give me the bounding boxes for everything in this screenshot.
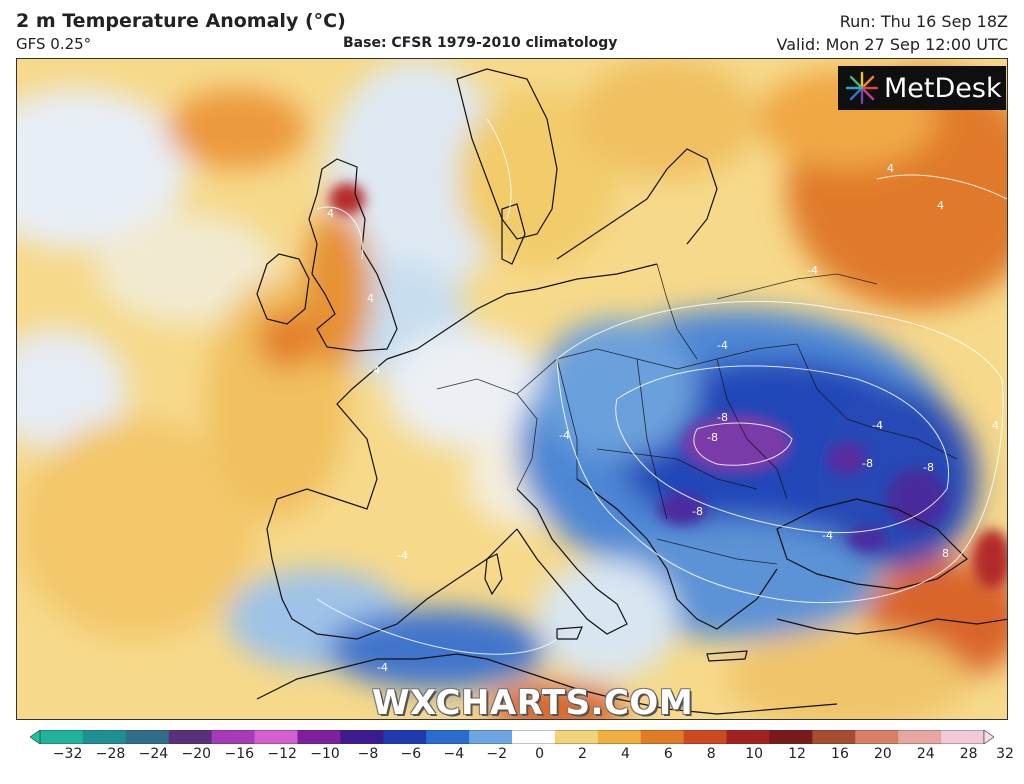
map-canvas: -4 -4 -4 -4 -4 -4 -4 -4 -8 -8 -8 -8 -8 4…: [17, 59, 1007, 719]
colorbar-cell: [340, 730, 384, 744]
colorbar-tick-label: −12: [267, 746, 297, 762]
colorbar-cell: [254, 730, 298, 744]
colorbar-cell: [898, 730, 942, 744]
colorbar-tick-label: −28: [95, 746, 126, 762]
contour-label: -4: [807, 264, 818, 277]
colorbar-tick-label: 16: [831, 746, 849, 762]
colorbar-cell: [597, 730, 642, 744]
colorbar-cell: [297, 730, 341, 744]
metdesk-starburst-icon: [845, 71, 879, 105]
colorbar-cell: [40, 730, 84, 744]
contour-label: -8: [923, 461, 934, 474]
colorbar-tick-label: 20: [873, 746, 892, 762]
contour-label: -4: [377, 661, 388, 674]
contour-label: -4: [559, 429, 570, 442]
contour-label: -4: [369, 364, 380, 377]
colorbar-tick-label: −10: [310, 746, 340, 762]
valid-time-label: Valid: Mon 27 Sep 12:00 UTC: [776, 35, 1008, 54]
contour-label: 4: [937, 199, 944, 212]
colorbar-cell: [554, 730, 599, 744]
colorbar-right-arrow: [983, 730, 994, 744]
contour-label: -8: [692, 505, 703, 518]
model-label: GFS 0.25°: [16, 35, 92, 53]
contour-label: 4: [367, 292, 374, 305]
colorbar-tick-label: 12: [788, 746, 806, 762]
contour-label: -4: [717, 339, 728, 352]
contour-label: -8: [717, 411, 728, 424]
contour-label: 4: [992, 419, 999, 432]
colorbar-tick-label: −2: [486, 746, 508, 762]
colorbar-cell: [855, 730, 899, 744]
colorbar-cell: [383, 730, 427, 744]
contour-label: -4: [872, 419, 883, 432]
colorbar-cell: [82, 730, 127, 744]
anomaly-contours: [316, 118, 1007, 655]
colorbar-tick-label: 24: [916, 746, 935, 762]
colorbar-cell: [211, 730, 256, 744]
metdesk-logo: MetDesk: [838, 66, 1006, 110]
anomaly-field: [17, 59, 1007, 719]
colorbar-cell: [512, 730, 556, 744]
colorbar-tick-label: −24: [138, 746, 169, 762]
colorbar-cell: [640, 730, 685, 744]
colorbar-cell: [941, 730, 985, 744]
colorbar-tick-label: 4: [620, 746, 630, 762]
colorbar-cell: [769, 730, 813, 744]
colorbar-ticks: −32 −28 −24 −20 −16 −12 −10 −8 −6 −4 −2 0 2 4 6 8 10 12 16…: [0, 746, 1024, 768]
colorbar: [30, 730, 994, 744]
contour-labels: -4 -4 -4 -4 -4 -4 -4 -4 -8 -8 -8 -8 -8 4…: [327, 162, 999, 674]
contour-label: -4: [397, 549, 408, 562]
colorbar-cell: [683, 730, 728, 744]
colorbar-cell: [125, 730, 170, 744]
wxcharts-watermark: WXCHARTS.COM: [372, 683, 694, 723]
chart-title: 2 m Temperature Anomaly (°C): [16, 10, 346, 32]
anomaly-cores: [329, 183, 1007, 589]
colorbar-cell: [426, 730, 470, 744]
colorbar-tick-label: −20: [181, 746, 212, 762]
colorbar-cell: [469, 730, 513, 744]
coastlines: [256, 68, 1007, 715]
contour-label: -4: [822, 529, 833, 542]
colorbar-tick-label: −16: [224, 746, 255, 762]
colorbar-tick-label: −8: [357, 746, 379, 762]
colorbar-tick-label: 32: [996, 746, 1014, 762]
colorbar-tick-label: 28: [959, 746, 978, 762]
temperature-anomaly-map: -4 -4 -4 -4 -4 -4 -4 -4 -8 -8 -8 -8 -8 4…: [16, 58, 1008, 720]
colorbar-tick-label: 2: [578, 746, 587, 762]
contour-label: 8: [942, 547, 949, 560]
contour-label: 4: [327, 207, 334, 220]
colorbar-tick-label: 10: [745, 746, 764, 762]
colorbar-tick-label: −4: [443, 746, 465, 762]
contour-label: 4: [887, 162, 894, 175]
colorbar-cell: [168, 730, 213, 744]
colorbar-cell: [726, 730, 770, 744]
colorbar-tick-label: −32: [52, 746, 83, 762]
colorbar-left-arrow: [30, 730, 41, 744]
metdesk-logo-text: MetDesk: [884, 72, 1002, 104]
colorbar-tick-label: 0: [535, 746, 545, 762]
colorbar-tick-label: −6: [400, 746, 422, 762]
contour-label: -8: [862, 457, 873, 470]
run-label: Run: Thu 16 Sep 18Z: [839, 12, 1008, 31]
contour-label: -8: [707, 431, 718, 444]
colorbar-tick-label: 8: [706, 746, 716, 762]
colorbar-tick-label: 6: [663, 746, 673, 762]
colorbar-cells: [39, 730, 985, 744]
colorbar-cell: [812, 730, 856, 744]
base-climatology-label: Base: CFSR 1979-2010 climatology: [343, 35, 618, 51]
